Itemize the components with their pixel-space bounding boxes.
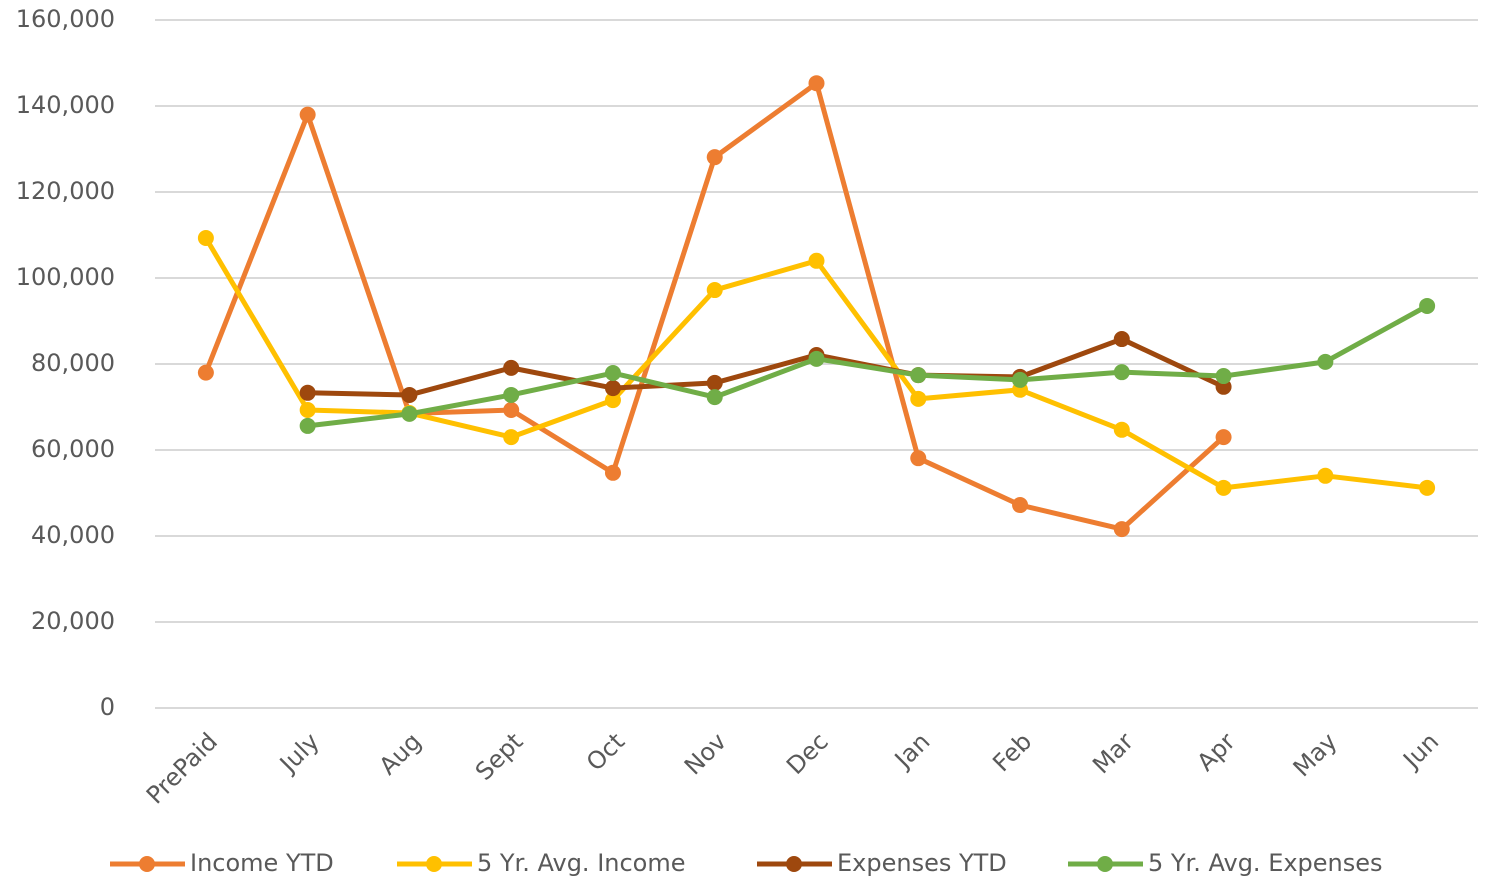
x-tick-label: Feb	[987, 727, 1037, 777]
marker	[503, 402, 520, 419]
marker	[197, 230, 214, 247]
marker	[1317, 467, 1334, 484]
x-tick-label: July	[273, 727, 325, 779]
series-line	[307, 303, 1429, 429]
legend-marker	[139, 856, 155, 872]
marker	[1215, 429, 1232, 446]
marker	[401, 386, 418, 403]
series-line	[307, 336, 1225, 398]
y-tick-label: 80,000	[31, 349, 115, 377]
marker	[604, 464, 621, 481]
marker	[299, 417, 316, 434]
marker	[1113, 331, 1130, 348]
y-tick-label: 60,000	[31, 435, 115, 463]
marker	[1215, 479, 1232, 496]
marker	[503, 386, 520, 403]
marker	[706, 374, 723, 391]
marker	[808, 252, 825, 269]
marker	[706, 149, 723, 166]
legend-label: Income YTD	[190, 849, 334, 877]
marker	[503, 359, 520, 376]
marker	[1012, 371, 1029, 388]
x-tick-label: May	[1288, 727, 1343, 782]
y-tick-label: 120,000	[16, 177, 115, 205]
x-tick-label: Dec	[781, 727, 834, 780]
x-tick-label: Sept	[470, 727, 528, 785]
legend-label: Expenses YTD	[837, 849, 1007, 877]
marker	[706, 282, 723, 299]
marker	[910, 390, 927, 407]
x-tick-label: Jan	[888, 727, 935, 774]
legend-label: 5 Yr. Avg. Expenses	[1148, 849, 1383, 877]
marker	[1317, 353, 1334, 370]
marker	[1419, 479, 1436, 496]
marker	[808, 350, 825, 367]
marker	[808, 75, 825, 92]
y-tick-label: 20,000	[31, 607, 115, 635]
legend-marker	[1097, 856, 1113, 872]
marker	[299, 402, 316, 419]
marker	[197, 364, 214, 381]
marker	[910, 450, 927, 467]
y-tick-label: 140,000	[16, 91, 115, 119]
y-tick-label: 100,000	[16, 263, 115, 291]
y-tick-label: 160,000	[16, 5, 115, 33]
marker	[604, 392, 621, 409]
x-tick-label: PrePaid	[141, 727, 223, 809]
legend-marker	[786, 856, 802, 872]
x-tick-label: Apr	[1192, 727, 1241, 776]
y-tick-label: 40,000	[31, 521, 115, 549]
marker	[604, 365, 621, 382]
marker	[1419, 297, 1436, 314]
y-tick-label: 0	[100, 693, 115, 721]
marker	[1113, 521, 1130, 538]
marker	[706, 389, 723, 406]
marker	[1215, 368, 1232, 385]
marker	[1113, 364, 1130, 381]
x-tick-label: Jun	[1397, 727, 1445, 775]
marker	[299, 106, 316, 123]
marker	[503, 429, 520, 446]
x-tick-label: Oct	[581, 727, 630, 776]
marker	[604, 380, 621, 397]
x-tick-label: Mar	[1087, 727, 1139, 779]
legend-marker	[426, 856, 442, 872]
x-tick-label: Aug	[374, 727, 427, 780]
x-tick-label: Nov	[679, 727, 732, 780]
marker	[299, 384, 316, 401]
legend-label: 5 Yr. Avg. Income	[477, 849, 686, 877]
marker	[1012, 497, 1029, 514]
marker	[910, 367, 927, 384]
marker	[401, 405, 418, 422]
marker	[1113, 421, 1130, 438]
